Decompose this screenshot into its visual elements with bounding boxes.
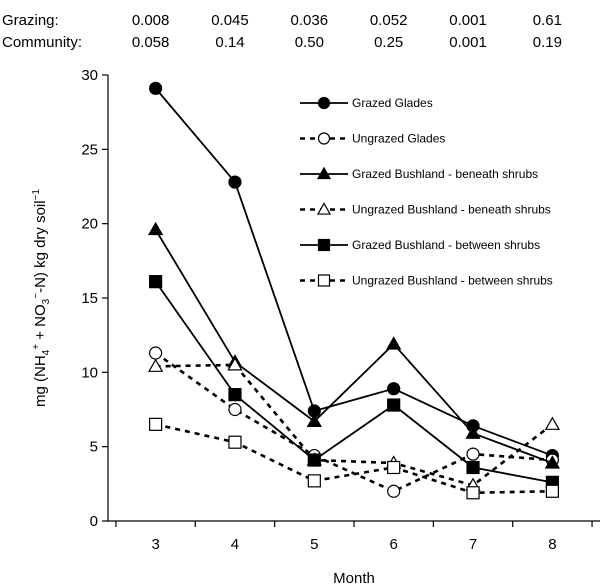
series-1 (149, 346, 559, 498)
pvalue-cell: 0.052 (370, 12, 408, 29)
x-tick-label: 6 (390, 536, 398, 553)
data-point (465, 425, 481, 439)
legend-marker (316, 166, 332, 180)
y-tick-label: 20 (81, 216, 98, 233)
y-tick-label: 25 (81, 141, 98, 158)
x-tick-label: 5 (310, 536, 318, 553)
data-point (228, 402, 242, 417)
legend-marker (317, 96, 331, 110)
series-line (155, 423, 553, 495)
data-point (147, 358, 164, 372)
legend-marker (317, 238, 331, 252)
series-line (154, 281, 553, 484)
data-point (228, 175, 242, 189)
data-point (307, 474, 321, 488)
y-tick-label: 5 (90, 439, 98, 456)
x-tick-label: 4 (231, 536, 239, 553)
x-tick-label: 8 (548, 536, 556, 553)
legend-label: Grazed Bushland - beneath shrubs (352, 167, 538, 181)
series-3 (147, 357, 561, 491)
p-value-table: Grazing: 0.008 0.045 0.036 0.052 0.001 0.61 Com… (2, 12, 562, 51)
y-tick-label: 10 (81, 364, 98, 381)
pvalue-cell: 0.14 (215, 34, 244, 51)
pvalue-cell: 0.001 (449, 12, 487, 29)
pvalue-row-label: Grazing: (2, 12, 59, 29)
legend-marker (316, 202, 332, 215)
data-point (149, 81, 163, 95)
data-point (149, 417, 163, 431)
data-point (228, 388, 242, 402)
legend-label: Ungrazed Bushland - between shrubs (352, 274, 553, 288)
legend-label: Grazed Bushland - between shrubs (352, 238, 540, 252)
legend-entry: Grazed Glades (300, 96, 433, 110)
data-point (544, 455, 561, 469)
pvalue-cell: 0.19 (533, 34, 562, 51)
series-2 (147, 221, 561, 469)
data-point (147, 221, 164, 236)
legend-label: Ungrazed Glades (352, 132, 445, 146)
data-point (228, 435, 242, 449)
y-tick-label: 0 (90, 513, 98, 530)
x-axis-title: Month (333, 570, 375, 587)
pvalue-cell: 0.036 (291, 12, 329, 29)
data-point (387, 484, 401, 498)
legend-entry: Ungrazed Glades (300, 132, 445, 146)
data-point (306, 413, 322, 427)
legend-entry: Grazed Bushland - between shrubs (300, 238, 540, 252)
data-point (386, 336, 402, 350)
pvalue-cell: 0.058 (132, 34, 170, 51)
pvalue-cell: 0.25 (374, 34, 403, 51)
data-point (466, 460, 480, 475)
pvalue-cell: 0.001 (449, 34, 487, 51)
legend-marker (317, 132, 331, 145)
data-point (149, 346, 163, 360)
series-line (154, 87, 553, 457)
series-5 (149, 417, 559, 500)
pvalue-cell: 0.50 (295, 34, 324, 51)
pvalue-cell: 0.045 (211, 12, 249, 29)
series-4 (149, 275, 559, 489)
legend-entry: Grazed Bushland - beneath shrubs (300, 166, 538, 181)
data-point (544, 416, 561, 430)
x-ticks: 3 4 5 6 7 8 (115, 521, 593, 553)
legend-label: Ungrazed Bushland - beneath shrubs (352, 203, 551, 217)
series-group (147, 81, 561, 500)
pvalue-cell: 0.61 (533, 12, 562, 29)
y-axis-title: mg (NH4+ + NO3−-N) kg dry soil−1 (31, 189, 52, 407)
legend-entry: Ungrazed Bushland - beneath shrubs (300, 202, 551, 217)
data-point (227, 357, 243, 371)
data-point (307, 453, 321, 467)
data-point (387, 382, 401, 396)
series-line (154, 351, 553, 493)
x-tick-label: 7 (469, 536, 477, 553)
series-line (155, 363, 554, 487)
x-tick-label: 3 (151, 536, 159, 553)
legend-label: Grazed Glades (352, 96, 433, 110)
series-line (154, 229, 553, 464)
data-point (387, 398, 401, 412)
legend-entry: Ungrazed Bushland - between shrubs (300, 274, 553, 288)
pvalue-row-label: Community: (2, 34, 82, 51)
data-point (387, 460, 401, 475)
y-tick-label: 15 (81, 290, 98, 307)
pvalue-cell: 0.008 (132, 12, 170, 29)
data-point (466, 447, 480, 461)
legend: Grazed Glades Ungrazed Glades Grazed Bushl… (300, 96, 553, 288)
y-tick-label: 30 (81, 67, 98, 84)
data-point (545, 484, 559, 498)
data-point (149, 275, 163, 289)
legend-marker (317, 274, 331, 287)
y-ticks: 0 5 10 15 20 25 30 (81, 67, 108, 530)
data-point (466, 486, 480, 500)
